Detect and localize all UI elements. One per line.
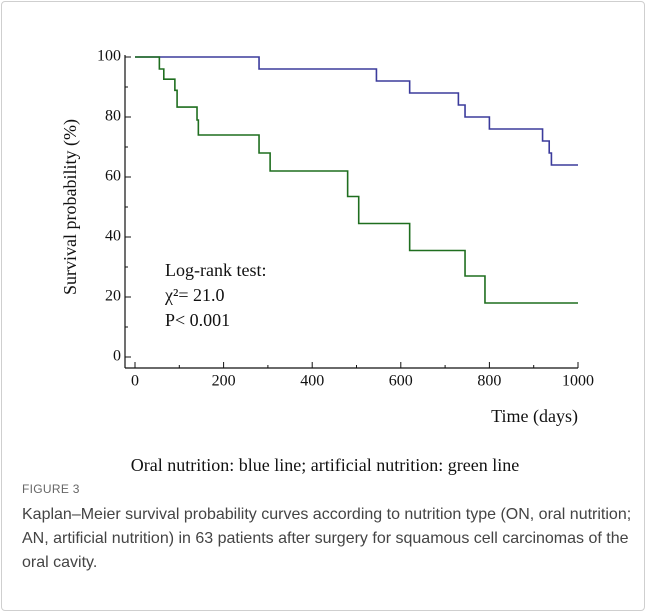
x-tick-label: 0	[131, 373, 139, 390]
x-axis-label: Time (days)	[491, 406, 578, 427]
y-axis-label: Survival probability (%)	[60, 119, 81, 295]
y-tick-label: 40	[105, 228, 121, 245]
chart: Survival probability (%) Time (days) Log…	[60, 48, 594, 475]
y-tick-label: 100	[97, 48, 121, 65]
annotation: P< 0.001	[165, 310, 230, 330]
figure-label: FIGURE 3	[22, 482, 80, 496]
x-tick-label: 400	[300, 373, 324, 390]
y-tick-label: 20	[105, 288, 121, 305]
y-tick-label: 0	[113, 348, 121, 365]
x-tick-label: 600	[389, 373, 413, 390]
y-tick-label: 60	[105, 168, 121, 185]
annotation: Log-rank test:	[165, 260, 266, 280]
annotation: χ²= 21.0	[164, 285, 225, 305]
survival-curve	[135, 56, 578, 304]
y-tick-label: 80	[105, 108, 121, 125]
chart-caption: Oral nutrition: blue line; artificial nu…	[131, 455, 519, 475]
survival-curve	[135, 56, 578, 166]
figure-caption: Kaplan–Meier survival probability curves…	[22, 506, 632, 571]
x-tick-label: 800	[477, 373, 501, 390]
x-tick-label: 1000	[562, 373, 594, 390]
x-tick-label: 200	[212, 373, 236, 390]
